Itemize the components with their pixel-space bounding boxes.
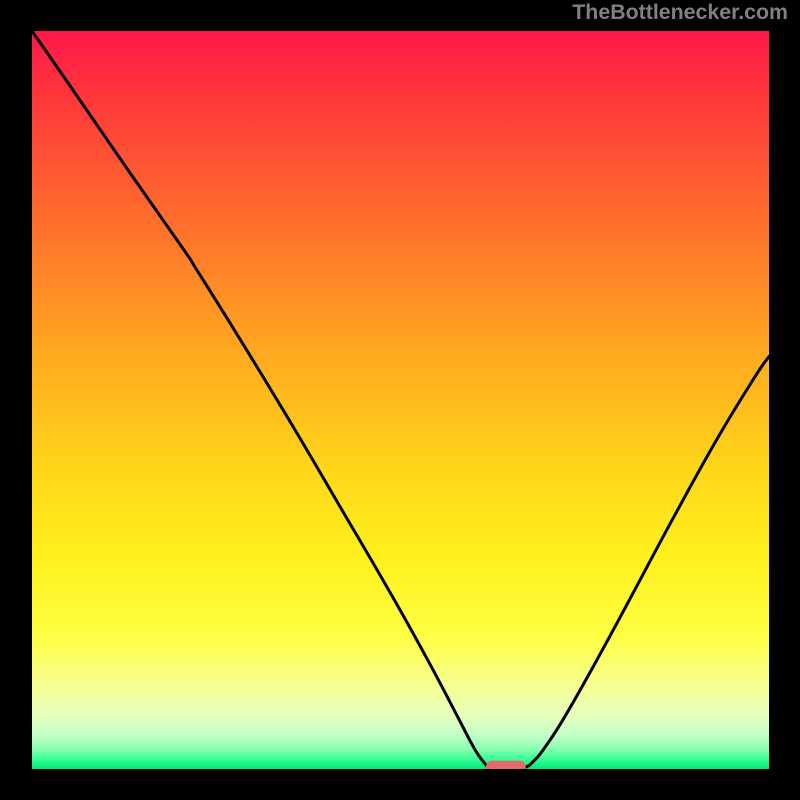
chart-frame: TheBottlenecker.com <box>0 0 800 800</box>
optimum-marker <box>486 761 526 769</box>
plot-area <box>32 31 769 769</box>
chart-svg <box>32 31 769 769</box>
watermark-text: TheBottlenecker.com <box>572 0 788 25</box>
gradient-background <box>32 31 769 769</box>
